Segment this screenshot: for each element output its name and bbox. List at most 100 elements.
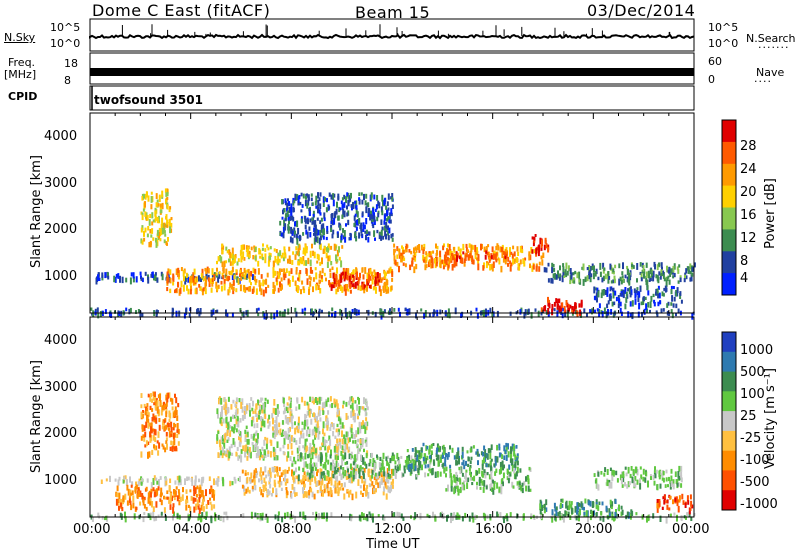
heat-cell bbox=[484, 471, 487, 479]
heat-cell bbox=[363, 193, 365, 201]
heat-cell bbox=[319, 417, 322, 422]
heat-cell bbox=[435, 453, 438, 457]
heat-cell bbox=[559, 514, 562, 521]
heat-cell bbox=[437, 459, 440, 467]
heat-cell bbox=[354, 400, 357, 404]
heat-cell bbox=[502, 250, 505, 255]
heat-cell bbox=[348, 310, 351, 318]
heat-cell bbox=[250, 511, 253, 519]
heat-cell bbox=[303, 260, 306, 266]
heat-cell bbox=[293, 471, 295, 476]
heat-cell bbox=[312, 446, 315, 453]
heat-cell bbox=[302, 232, 305, 236]
heat-cell bbox=[547, 308, 550, 315]
heat-cell bbox=[355, 200, 358, 206]
heat-cell bbox=[378, 471, 381, 476]
heat-cell bbox=[225, 260, 228, 264]
heat-cell bbox=[493, 483, 496, 490]
heat-cell bbox=[337, 455, 339, 460]
heat-cell bbox=[309, 396, 312, 402]
heat-cell bbox=[383, 516, 386, 521]
heat-cell bbox=[620, 279, 623, 285]
heat-cell bbox=[613, 301, 616, 306]
heat-cell bbox=[307, 257, 310, 265]
heat-cell bbox=[594, 309, 596, 313]
heat-cell bbox=[565, 262, 568, 270]
heat-cell bbox=[179, 479, 182, 486]
heat-cell bbox=[431, 257, 434, 261]
heat-cell bbox=[200, 493, 203, 498]
heat-cell bbox=[314, 476, 316, 481]
heat-cell bbox=[248, 403, 251, 408]
heat-cell bbox=[119, 512, 122, 518]
heat-cell bbox=[591, 263, 594, 269]
heat-cell bbox=[670, 285, 673, 290]
heat-cell bbox=[358, 472, 361, 479]
heat-cell bbox=[465, 469, 468, 473]
heat-cell bbox=[330, 512, 333, 517]
heat-cell bbox=[428, 461, 431, 468]
heat-cell bbox=[151, 212, 154, 219]
heat-cell bbox=[160, 228, 163, 235]
heat-cell bbox=[299, 270, 302, 275]
heat-cell bbox=[382, 452, 385, 459]
heat-cell bbox=[382, 475, 385, 481]
heat-cell bbox=[551, 262, 554, 267]
heat-cell bbox=[155, 417, 158, 424]
heat-cell bbox=[332, 199, 335, 207]
heat-cell bbox=[656, 288, 659, 292]
heat-cell bbox=[255, 473, 258, 478]
heat-cell bbox=[273, 467, 276, 473]
heat-cell bbox=[259, 486, 262, 492]
heat-cell bbox=[160, 499, 163, 506]
heat-cell bbox=[309, 462, 312, 470]
heat-cell bbox=[140, 481, 143, 486]
heat-cell bbox=[676, 266, 679, 271]
heat-cell bbox=[374, 276, 377, 282]
heat-cell bbox=[350, 396, 353, 402]
heat-cell bbox=[298, 466, 301, 471]
heat-cell bbox=[241, 398, 244, 406]
heat-cell bbox=[501, 478, 504, 482]
heat-cell bbox=[269, 451, 272, 458]
heat-cell bbox=[326, 470, 329, 475]
heat-cell bbox=[234, 478, 237, 484]
heat-cell bbox=[560, 307, 562, 312]
heat-cell bbox=[558, 276, 561, 281]
heat-cell bbox=[604, 273, 607, 280]
heat-cell bbox=[334, 435, 337, 439]
heat-cell bbox=[174, 424, 177, 428]
heat-cell bbox=[421, 464, 423, 471]
heat-cell bbox=[323, 217, 326, 222]
heat-cell bbox=[177, 480, 180, 486]
heat-cell bbox=[128, 308, 131, 315]
heat-cell bbox=[223, 442, 226, 449]
heat-cell bbox=[622, 278, 625, 283]
heat-cell bbox=[642, 298, 645, 305]
heat-cell bbox=[200, 277, 202, 282]
heat-cell bbox=[221, 261, 224, 268]
heat-cell bbox=[448, 257, 451, 264]
heat-cell bbox=[286, 402, 289, 406]
heat-cell bbox=[156, 409, 159, 414]
heat-cell bbox=[313, 493, 316, 500]
heat-cell bbox=[153, 491, 156, 498]
heat-cell bbox=[434, 515, 437, 522]
heat-cell bbox=[297, 416, 300, 423]
heat-cell bbox=[482, 512, 485, 517]
heat-cell bbox=[599, 271, 602, 277]
heat-cell bbox=[686, 512, 689, 516]
heat-cell bbox=[484, 514, 487, 521]
heat-cell bbox=[186, 476, 189, 481]
heat-cell bbox=[614, 264, 617, 269]
heat-cell bbox=[369, 513, 372, 518]
heat-cell bbox=[275, 493, 278, 498]
heat-cell bbox=[315, 205, 318, 209]
heat-cell bbox=[241, 312, 244, 316]
heat-cell bbox=[565, 300, 568, 306]
heat-cell bbox=[496, 310, 499, 317]
heat-cell bbox=[378, 273, 381, 280]
heat-cell bbox=[296, 237, 299, 245]
heat-cell bbox=[414, 465, 417, 471]
heat-cell bbox=[508, 473, 511, 481]
